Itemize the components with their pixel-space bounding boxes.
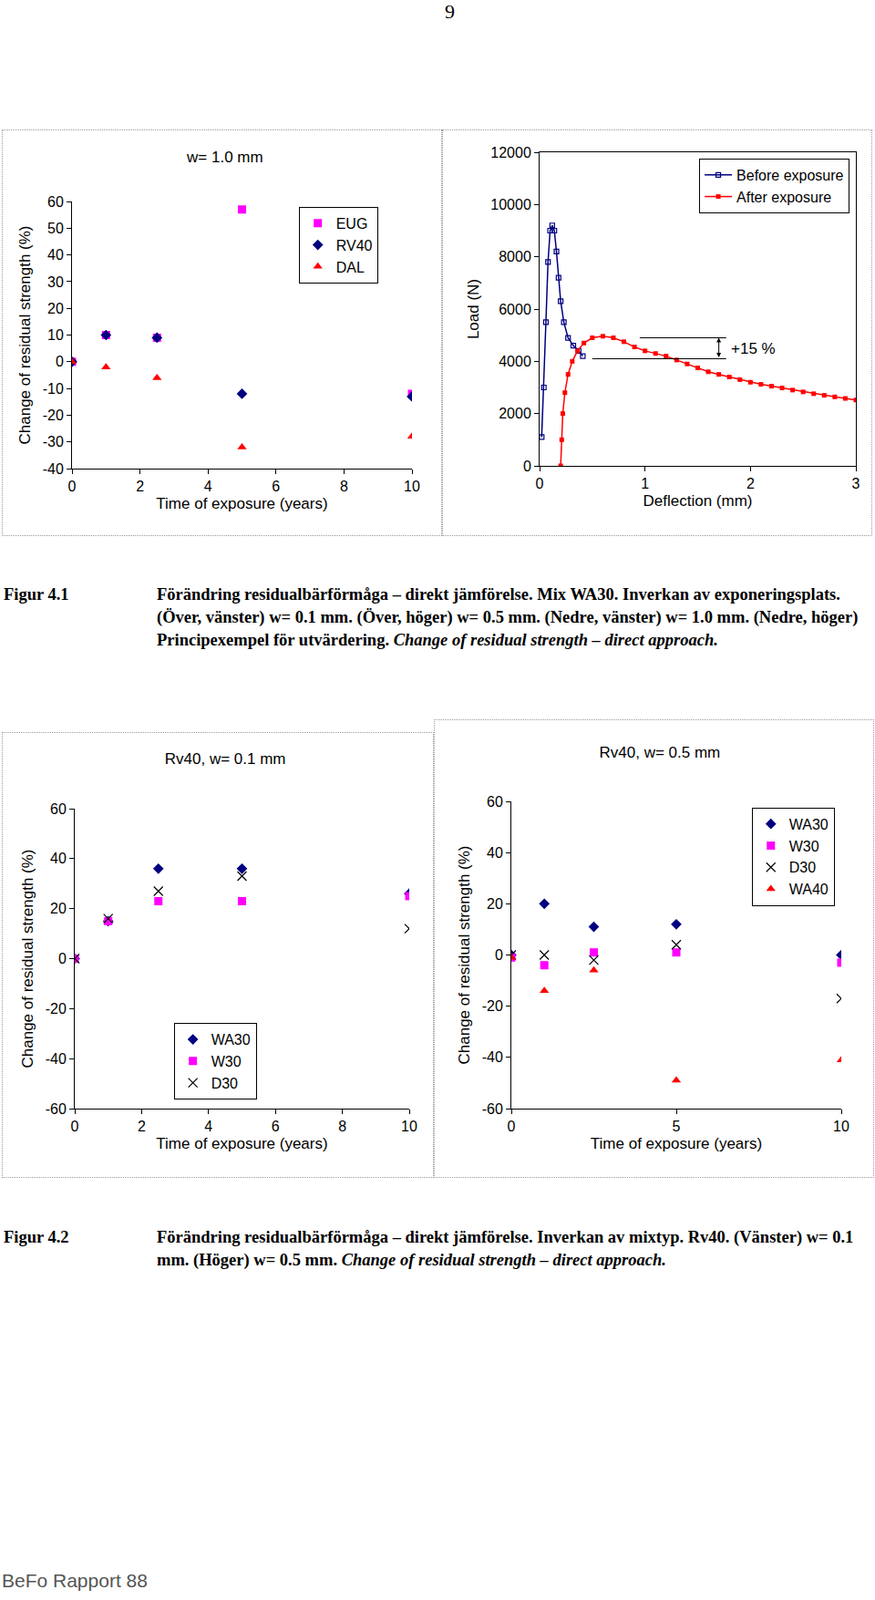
svg-text:6: 6 [271, 1118, 280, 1134]
svg-text:8: 8 [338, 1118, 347, 1134]
svg-text:1: 1 [640, 475, 649, 492]
svg-text:2: 2 [137, 1118, 146, 1134]
svg-text:40: 40 [47, 247, 64, 263]
svg-text:0: 0 [58, 950, 67, 967]
svg-text:10: 10 [833, 1118, 850, 1134]
svg-text:6000: 6000 [498, 301, 532, 318]
svg-text:Change of residual strength (%: Change of residual strength (%) [19, 848, 37, 1068]
svg-text:0: 0 [55, 353, 64, 370]
svg-text:0: 0 [494, 947, 504, 963]
svg-text:WA40: WA40 [789, 881, 829, 897]
svg-text:2: 2 [135, 478, 145, 495]
svg-text:After exposure: After exposure [736, 189, 832, 206]
svg-text:10: 10 [47, 327, 64, 343]
svg-text:0: 0 [535, 475, 545, 492]
svg-text:-40: -40 [42, 461, 64, 477]
svg-text:30: 30 [47, 274, 64, 290]
svg-text:-20: -20 [45, 1000, 67, 1017]
svg-text:12000: 12000 [490, 144, 532, 161]
svg-text:RV40: RV40 [336, 237, 373, 254]
html-text:Figur 4.2: Figur 4.2 [3, 1227, 69, 1246]
svg-text:Time of exposure (years): Time of exposure (years) [590, 1134, 762, 1153]
svg-text:WA30: WA30 [211, 1031, 251, 1048]
svg-text:0: 0 [71, 1118, 80, 1134]
svg-text:Time of exposure (years): Time of exposure (years) [155, 1134, 328, 1153]
svg-text:W30: W30 [789, 838, 820, 855]
svg-text:WA30: WA30 [789, 816, 829, 833]
svg-text:EUG: EUG [336, 216, 369, 232]
html-text:BeFo Rapport 88: BeFo Rapport 88 [1, 1569, 148, 1591]
svg-text:W30: W30 [211, 1053, 242, 1070]
svg-text:20: 20 [486, 895, 504, 912]
html-text:Förändring residualbärförmåga: Förändring residualbärförmåga – direkt j… [156, 1227, 854, 1269]
svg-text:DAL: DAL [336, 259, 365, 276]
svg-text:w= 1.0 mm: w= 1.0 mm [185, 148, 264, 166]
svg-text:10: 10 [403, 478, 421, 495]
svg-text:4: 4 [204, 1118, 213, 1134]
svg-text:60: 60 [486, 793, 504, 810]
svg-text:2: 2 [746, 475, 755, 492]
svg-text:Rv40, w= 0.5 mm: Rv40, w= 0.5 mm [599, 743, 721, 762]
svg-text:5: 5 [672, 1118, 681, 1134]
svg-text:10000: 10000 [490, 196, 532, 213]
svg-text:3: 3 [852, 475, 861, 492]
svg-text:50: 50 [47, 220, 64, 237]
svg-text:+15 %: +15 % [730, 339, 776, 358]
svg-text:60: 60 [47, 194, 64, 210]
svg-text:-10: -10 [42, 380, 64, 397]
svg-text:Load (N): Load (N) [464, 278, 483, 340]
svg-text:4: 4 [204, 478, 213, 495]
html-text:9: 9 [444, 0, 455, 23]
svg-text:-20: -20 [42, 407, 64, 423]
svg-text:40: 40 [486, 844, 504, 861]
svg-text:0: 0 [507, 1118, 516, 1134]
svg-text:-40: -40 [482, 1049, 504, 1065]
svg-text:Rv40, w= 0.1 mm: Rv40, w= 0.1 mm [164, 750, 287, 768]
svg-text:10: 10 [401, 1118, 418, 1134]
svg-text:4000: 4000 [498, 353, 532, 370]
svg-text:-20: -20 [482, 998, 504, 1014]
svg-text:40: 40 [50, 850, 67, 866]
svg-text:6: 6 [271, 478, 280, 495]
svg-text:-30: -30 [42, 433, 64, 450]
html-text:Förändring residualbärförmåga: Förändring residualbärförmåga – direkt j… [156, 585, 859, 649]
svg-text:60: 60 [50, 801, 67, 817]
svg-text:20: 20 [47, 300, 64, 317]
svg-text:2000: 2000 [498, 405, 532, 422]
svg-text:20: 20 [50, 900, 67, 917]
svg-text:0: 0 [523, 458, 532, 474]
svg-text:-60: -60 [482, 1101, 504, 1117]
svg-text:Change of residual strength (%: Change of residual strength (%) [455, 844, 474, 1064]
svg-text:-60: -60 [45, 1101, 67, 1117]
svg-text:Change of residual strength (%: Change of residual strength (%) [16, 225, 34, 444]
svg-text:D30: D30 [789, 859, 816, 875]
svg-text:Time of exposure (years): Time of exposure (years) [155, 494, 328, 513]
svg-text:8000: 8000 [498, 248, 532, 265]
svg-text:D30: D30 [211, 1075, 238, 1092]
svg-text:8: 8 [339, 478, 349, 495]
svg-text:-40: -40 [45, 1050, 67, 1067]
svg-text:Before exposure: Before exposure [736, 167, 845, 184]
svg-text:0: 0 [68, 478, 77, 495]
svg-text:Deflection (mm): Deflection (mm) [643, 492, 753, 510]
html-text:Figur 4.1: Figur 4.1 [3, 585, 69, 604]
